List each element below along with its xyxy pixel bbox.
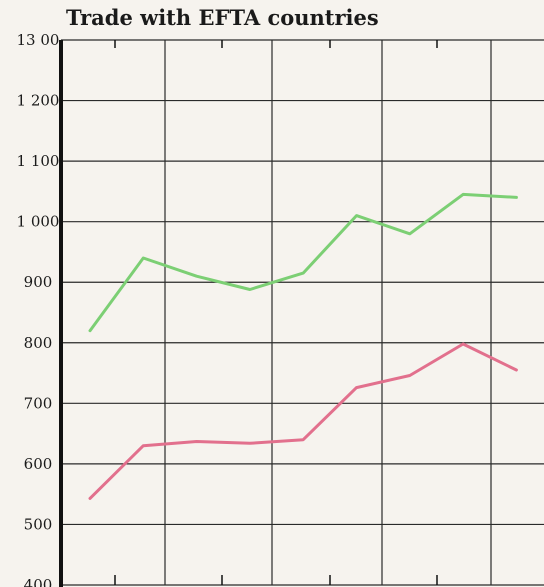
gridlines (61, 40, 544, 585)
y-tick-label: 700 (24, 394, 53, 412)
y-tick-label: 500 (24, 515, 53, 533)
y-tick-label: 1 200 (17, 92, 60, 110)
y-tick-label: 800 (24, 334, 53, 352)
y-axis-ticks: 400 500 600 700 800 900 1 000 1 100 1 200 13 00 (17, 31, 60, 587)
chart-title: Trade with EFTA countries (66, 5, 379, 30)
y-tick-label: 900 (24, 273, 53, 291)
y-tick-label: 1 000 (17, 213, 60, 231)
y-tick-label: 600 (24, 455, 53, 473)
y-tick-label: 1 100 (17, 152, 60, 170)
series-line-2 (90, 344, 516, 498)
y-tick-label: 13 00 (17, 31, 60, 49)
series-lines (90, 194, 516, 498)
series-line-1 (90, 194, 516, 330)
y-tick-label: 400 (24, 576, 53, 587)
